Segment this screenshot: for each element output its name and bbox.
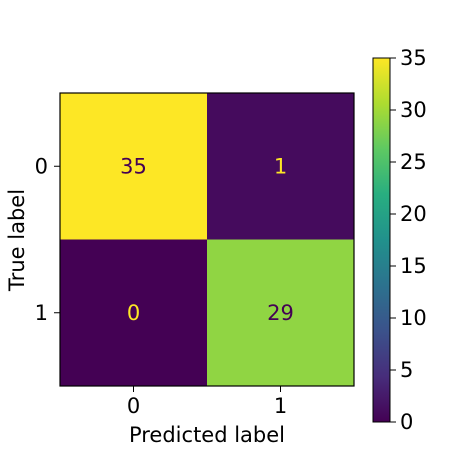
- y-tick-label: 1: [35, 301, 48, 325]
- colorbar-tick-label: 5: [400, 358, 413, 382]
- colorbar-tick-label: 20: [400, 202, 427, 226]
- y-tick-label: 0: [35, 154, 48, 178]
- cell-value-label: 35: [120, 154, 147, 178]
- x-tick-label: 1: [274, 394, 287, 418]
- y-axis-label: True label: [5, 189, 29, 292]
- x-tick-label: 0: [127, 394, 140, 418]
- plot-frame: [59, 92, 355, 387]
- cell-value-label: 1: [274, 154, 287, 178]
- colorbar-tick-label: 15: [400, 254, 427, 278]
- colorbar-tick-label: 0: [400, 410, 413, 434]
- y-axis-ticks: 01: [35, 154, 60, 325]
- heatmap-cells: 35 1 0 29: [60, 93, 354, 386]
- heatmap-cell: [207, 93, 354, 240]
- colorbar-tick-label: 10: [400, 306, 427, 330]
- colorbar-ticks: 0 5 10 15 20 25 30 35: [390, 46, 427, 434]
- heatmap-cell: [60, 239, 207, 386]
- colorbar-gradient: [372, 57, 391, 423]
- colorbar-tick-label: 25: [400, 150, 427, 174]
- colorbar: 0 5 10 15 20 25 30 35: [372, 46, 427, 434]
- colorbar-tick-label: 35: [400, 46, 427, 70]
- colorbar-tick-label: 30: [400, 98, 427, 122]
- x-axis-label: Predicted label: [129, 423, 285, 447]
- cell-value-label: 29: [267, 301, 294, 325]
- heatmap-cell: [207, 239, 354, 386]
- heatmap-cell: [60, 93, 207, 240]
- cell-value-label: 0: [127, 301, 140, 325]
